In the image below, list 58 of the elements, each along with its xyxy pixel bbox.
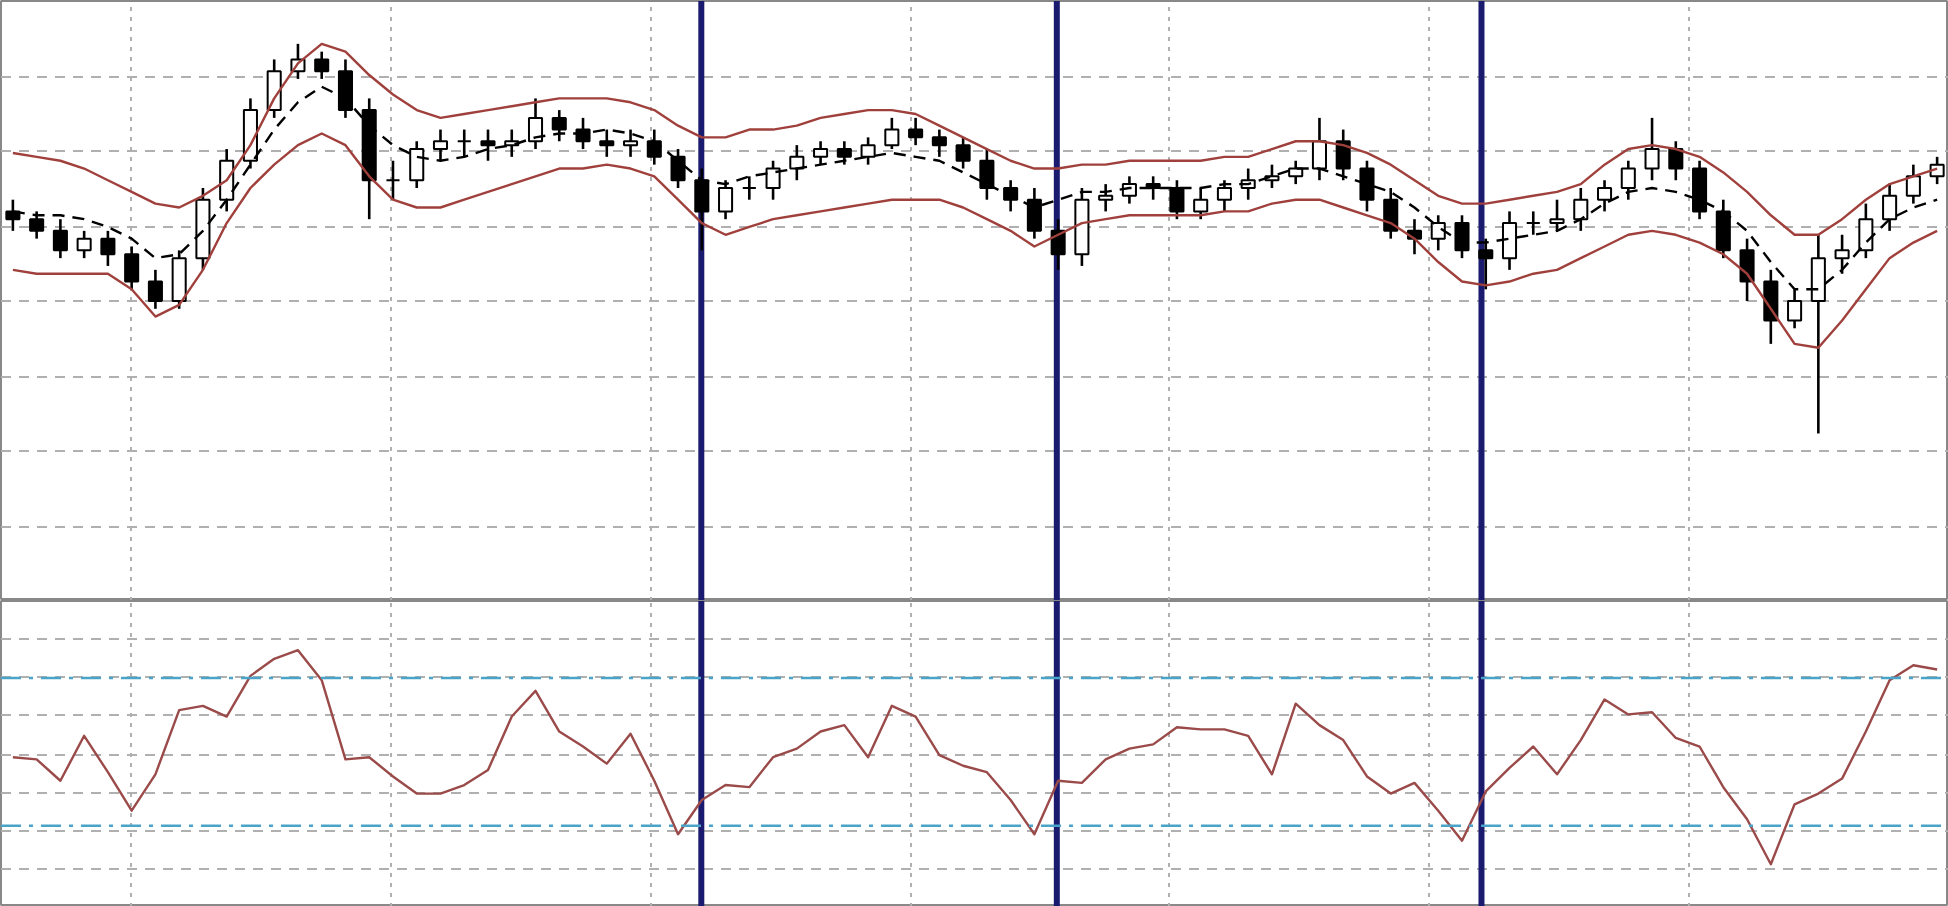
candlestick <box>1858 202 1874 260</box>
candlestick <box>147 268 163 311</box>
candlestick <box>1121 175 1137 205</box>
candlestick <box>1644 116 1660 182</box>
candlestick <box>884 116 900 151</box>
candlestick <box>741 175 757 201</box>
candlestick <box>432 128 449 163</box>
candlestick <box>1454 213 1470 260</box>
candlestick <box>1715 198 1731 260</box>
candlestick <box>955 136 971 170</box>
candlestick <box>646 128 662 166</box>
candlestick <box>1549 198 1565 233</box>
candlestick <box>314 50 330 81</box>
candlestick <box>1620 159 1636 201</box>
candlestick <box>480 128 496 163</box>
candlestick <box>1525 210 1541 237</box>
candlestick <box>931 128 947 159</box>
candlestick <box>29 210 45 240</box>
candlestick <box>1430 213 1446 252</box>
candlestick <box>551 108 567 143</box>
candlestick <box>456 128 472 159</box>
candlestick <box>1026 186 1042 240</box>
candlestick <box>1216 178 1232 213</box>
candlestick <box>76 229 92 260</box>
candlestick <box>908 116 924 147</box>
candlestick <box>1098 182 1114 213</box>
candlestick <box>527 97 544 151</box>
candlestick <box>124 245 140 291</box>
candlestick <box>1193 186 1209 221</box>
candlestick <box>1335 128 1351 182</box>
candlestick <box>1739 237 1755 303</box>
candlestick <box>789 143 805 182</box>
candlestick <box>670 147 686 190</box>
candlestick <box>1597 178 1613 213</box>
candlestick <box>1383 186 1399 240</box>
candlestick <box>1573 186 1589 233</box>
candlestick <box>52 217 68 260</box>
candlestick <box>1905 163 1921 205</box>
candlestick <box>1359 159 1375 213</box>
candlestick <box>409 139 425 190</box>
candlestick <box>718 178 734 221</box>
candlestick <box>599 128 615 159</box>
candlestick <box>1668 139 1684 182</box>
candlestick <box>979 147 995 201</box>
candlestick <box>100 229 116 268</box>
candlestick <box>1169 178 1185 221</box>
candlestick <box>1834 233 1850 276</box>
candlestick <box>1692 159 1708 221</box>
candlestick <box>694 167 710 252</box>
candlestick <box>1501 210 1518 272</box>
candlestick <box>1311 116 1327 182</box>
candlestick <box>813 139 829 166</box>
candlestick <box>765 159 781 201</box>
candlestick <box>860 136 876 166</box>
candlestick <box>836 139 852 166</box>
candlestick <box>623 128 639 159</box>
candlestick <box>385 159 401 201</box>
candlestick <box>1882 182 1898 233</box>
